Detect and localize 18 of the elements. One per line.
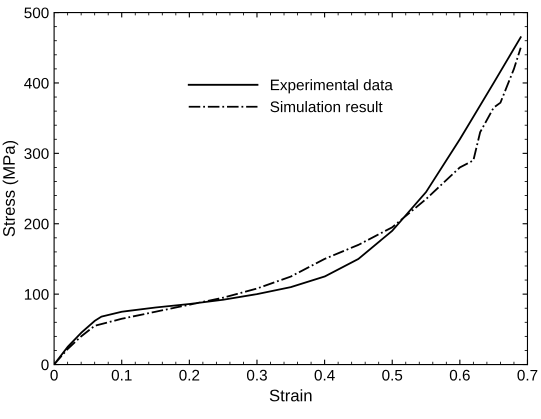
legend-label: Experimental data [270,79,393,94]
y-tick-label: 0 [41,359,49,370]
y-tick-label: 500 [24,7,49,18]
x-tick-label: 0.5 [382,370,402,381]
y-axis-title: Stress (MPa) [2,140,18,236]
y-tick-label: 100 [24,289,49,300]
x-tick-label: 0.3 [246,370,267,381]
y-tick-label: 200 [24,218,49,230]
y-tick-label: 300 [24,148,49,160]
x-tick-label: 0.4 [314,370,335,381]
x-tick-label: 0 [50,370,58,381]
x-tick-label: 0.6 [450,370,470,381]
legend-label: Simulation result [270,100,383,112]
y-tick-label: 400 [24,78,49,89]
x-tick-label: 0.2 [179,370,200,381]
x-axis-title: Strain [270,389,312,402]
x-tick-label: 0.7 [517,370,538,381]
x-tick-label: 0.1 [112,370,132,381]
